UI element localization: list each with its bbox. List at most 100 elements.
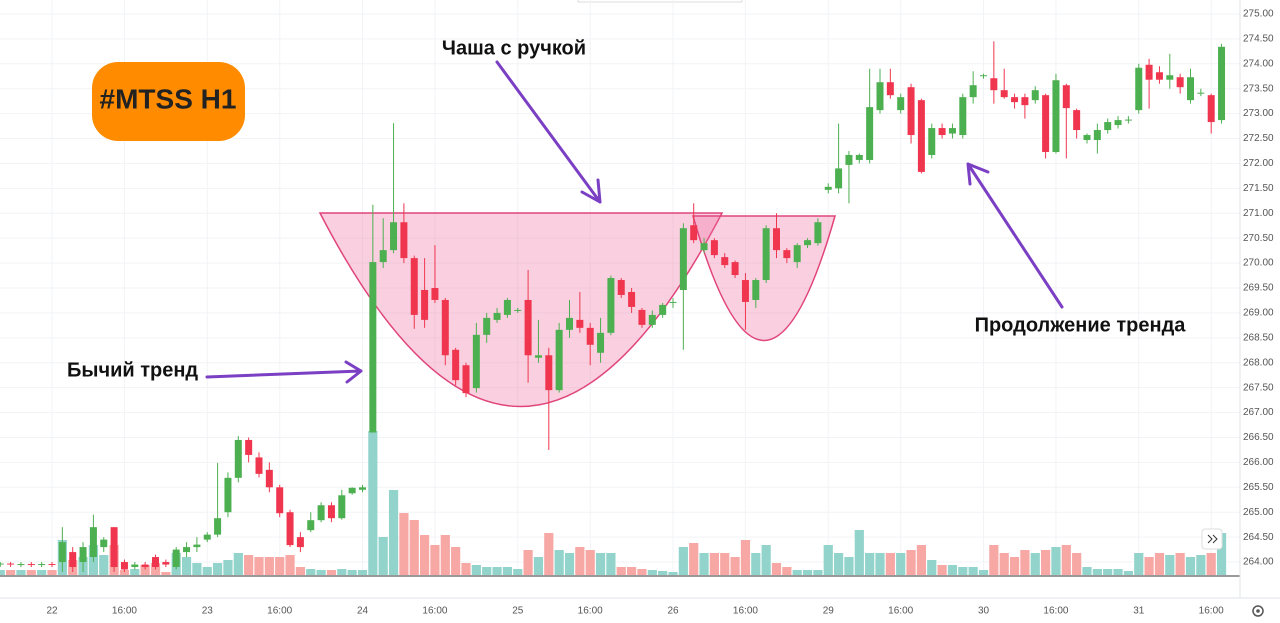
volume-bar [689,543,699,575]
candle-body [845,154,853,165]
y-tick-label: 266.00 [1243,457,1274,468]
y-tick-label: 271.50 [1243,183,1274,194]
volume-bar [1082,567,1092,575]
candle-body [907,87,915,136]
volume-bar [989,545,999,575]
x-tick-label: 24 [357,606,369,617]
volume-bar [854,530,864,575]
x-tick-label: 16:00 [267,606,292,617]
candle-body [400,222,408,259]
volume-bar [254,557,264,575]
volume-bar [637,569,647,575]
candle-body [493,312,501,320]
candle-body [1114,120,1122,126]
x-tick-label: 16:00 [422,606,447,617]
y-tick-label: 269.50 [1243,283,1274,294]
candle-body [1218,46,1226,121]
candle-body [886,82,894,96]
candle-body [131,564,139,568]
volume-bar [1061,545,1071,575]
volume-bar [37,570,47,575]
candle-body [172,549,180,568]
candle-body [545,355,553,391]
candle-body [141,564,149,568]
volume-bar [834,553,844,575]
candle-body [296,537,304,548]
candle-body [162,562,170,565]
volume-bar [906,550,916,575]
volume-bar [492,567,502,575]
candle-body [617,280,625,295]
volume-bar [16,570,26,575]
volume-bar [192,563,202,575]
volume-bar [461,563,471,575]
volume-bar [1092,569,1102,575]
x-tick-label: 26 [667,606,679,617]
volume-bar [471,565,481,575]
y-tick-label: 265.00 [1243,507,1274,518]
candle-body [824,186,832,190]
settings-button[interactable] [1252,605,1264,617]
candle-body [990,78,998,91]
candle-body [483,317,491,335]
volume-bar [699,553,709,575]
y-tick-label: 270.00 [1243,258,1274,269]
volume-bar [140,565,150,575]
candle-body [1000,90,1008,98]
volume-bar [213,563,223,575]
volume-bar [285,555,295,575]
volume-bar [554,550,564,575]
candle-body [286,512,294,546]
volume-bar [430,545,440,575]
candle-body [690,225,698,241]
candle-body [928,128,936,155]
volume-bar [720,553,730,575]
candle-body [224,477,232,513]
candle-body [421,289,429,320]
candles-layer [0,41,1226,573]
x-tick-label: 30 [978,606,990,617]
volume-bar [896,553,906,575]
candle-body [866,107,874,160]
volume-bar [544,533,554,575]
volume-bar [813,570,823,575]
volume-bar [627,567,637,575]
volume-bar [1123,571,1133,575]
candle-body [762,228,770,281]
y-tick-label: 275.00 [1243,9,1274,20]
volume-bar [99,555,109,575]
arrow [966,162,1064,309]
y-tick-label: 274.50 [1243,34,1274,45]
candle-body [938,128,946,136]
annotation: Бычий тренд [67,359,198,381]
candle-body [1104,122,1112,131]
volume-bar [595,553,606,575]
candle-body [48,564,56,566]
volume-bar [658,571,668,575]
settings-dot [1256,609,1260,613]
volume-bar [451,547,461,575]
volume-bar [409,520,419,575]
volume-bar [740,540,751,575]
candle-body [586,327,594,345]
candle-body [17,564,25,566]
candle-body [835,168,843,189]
candle-body [348,487,356,494]
candle-body [876,82,884,111]
candle-body [773,228,780,251]
candle-body [514,309,522,311]
x-tick-label: 16:00 [1043,606,1068,617]
annotation: Чаша с ручкой [442,37,586,59]
candle-body [679,228,687,290]
volume-bar [347,570,357,575]
y-tick-label: 268.00 [1243,357,1274,368]
x-tick-label: 16:00 [112,606,137,617]
arrow [495,60,602,204]
volume-bar [1144,557,1154,575]
volume-bar [119,570,130,575]
volume-bar [181,557,192,575]
volume-bar [999,553,1009,575]
volume-bar [1175,553,1185,575]
volume-bar [378,537,388,575]
volume-bar [533,557,544,575]
